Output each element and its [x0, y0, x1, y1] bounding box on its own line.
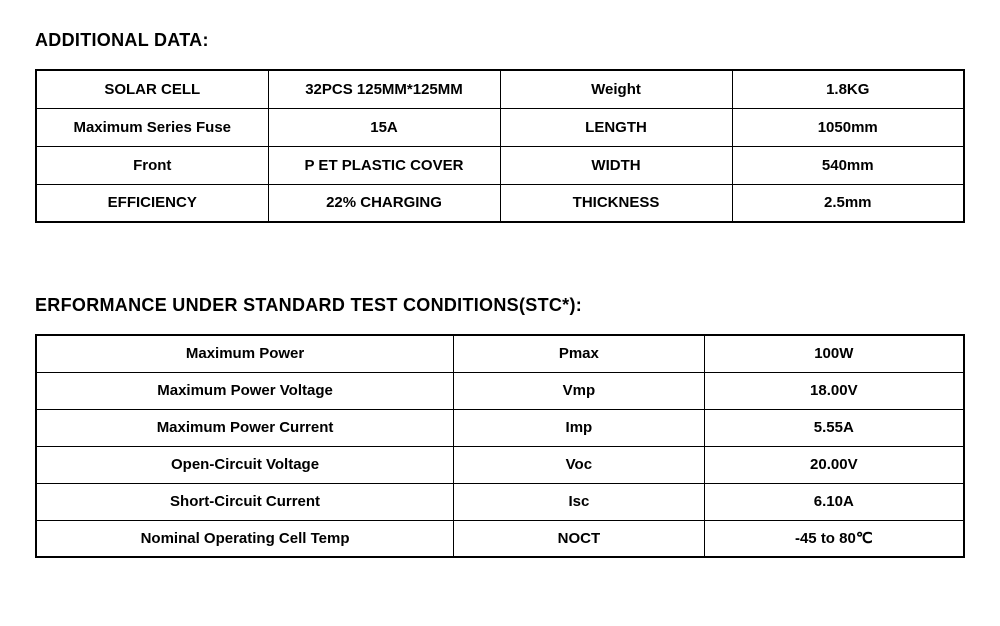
table-row: EFFICIENCY 22% CHARGING THICKNESS 2.5mm	[36, 184, 964, 222]
cell-solar-cell-value: 32PCS 125MM*125MM	[268, 70, 500, 108]
cell-front-value: P ET PLASTIC COVER	[268, 146, 500, 184]
cell-thickness-value: 2.5mm	[732, 184, 964, 222]
cell-symbol: Vmp	[454, 372, 705, 409]
cell-param: Open-Circuit Voltage	[36, 446, 454, 483]
cell-value: 5.55A	[704, 409, 964, 446]
cell-symbol: Imp	[454, 409, 705, 446]
cell-length-label: LENGTH	[500, 108, 732, 146]
cell-param: Short-Circuit Current	[36, 483, 454, 520]
cell-width-value: 540mm	[732, 146, 964, 184]
cell-weight-value: 1.8KG	[732, 70, 964, 108]
cell-param: Maximum Power	[36, 335, 454, 372]
cell-max-series-fuse-value: 15A	[268, 108, 500, 146]
table-row: Short-Circuit Current Isc 6.10A	[36, 483, 964, 520]
cell-efficiency-label: EFFICIENCY	[36, 184, 268, 222]
additional-data-title: ADDITIONAL DATA:	[35, 30, 965, 51]
table-row: Maximum Power Voltage Vmp 18.00V	[36, 372, 964, 409]
cell-value: 6.10A	[704, 483, 964, 520]
cell-solar-cell-label: SOLAR CELL	[36, 70, 268, 108]
cell-weight-label: Weight	[500, 70, 732, 108]
additional-data-table: SOLAR CELL 32PCS 125MM*125MM Weight 1.8K…	[35, 69, 965, 223]
table-row: Maximum Power Current Imp 5.55A	[36, 409, 964, 446]
cell-length-value: 1050mm	[732, 108, 964, 146]
cell-param: Maximum Power Voltage	[36, 372, 454, 409]
cell-value: -45 to 80℃	[704, 520, 964, 557]
cell-thickness-label: THICKNESS	[500, 184, 732, 222]
table-row: SOLAR CELL 32PCS 125MM*125MM Weight 1.8K…	[36, 70, 964, 108]
cell-param: Nominal Operating Cell Temp	[36, 520, 454, 557]
cell-width-label: WIDTH	[500, 146, 732, 184]
performance-table: Maximum Power Pmax 100W Maximum Power Vo…	[35, 334, 965, 558]
cell-symbol: Isc	[454, 483, 705, 520]
cell-value: 18.00V	[704, 372, 964, 409]
table-row: Nominal Operating Cell Temp NOCT -45 to …	[36, 520, 964, 557]
cell-symbol: NOCT	[454, 520, 705, 557]
table-row: Open-Circuit Voltage Voc 20.00V	[36, 446, 964, 483]
performance-title: ERFORMANCE UNDER STANDARD TEST CONDITION…	[35, 295, 965, 316]
cell-symbol: Pmax	[454, 335, 705, 372]
cell-max-series-fuse-label: Maximum Series Fuse	[36, 108, 268, 146]
table-row: Maximum Power Pmax 100W	[36, 335, 964, 372]
cell-front-label: Front	[36, 146, 268, 184]
cell-value: 100W	[704, 335, 964, 372]
cell-param: Maximum Power Current	[36, 409, 454, 446]
table-row: Front P ET PLASTIC COVER WIDTH 540mm	[36, 146, 964, 184]
cell-symbol: Voc	[454, 446, 705, 483]
cell-efficiency-value: 22% CHARGING	[268, 184, 500, 222]
cell-value: 20.00V	[704, 446, 964, 483]
table-row: Maximum Series Fuse 15A LENGTH 1050mm	[36, 108, 964, 146]
